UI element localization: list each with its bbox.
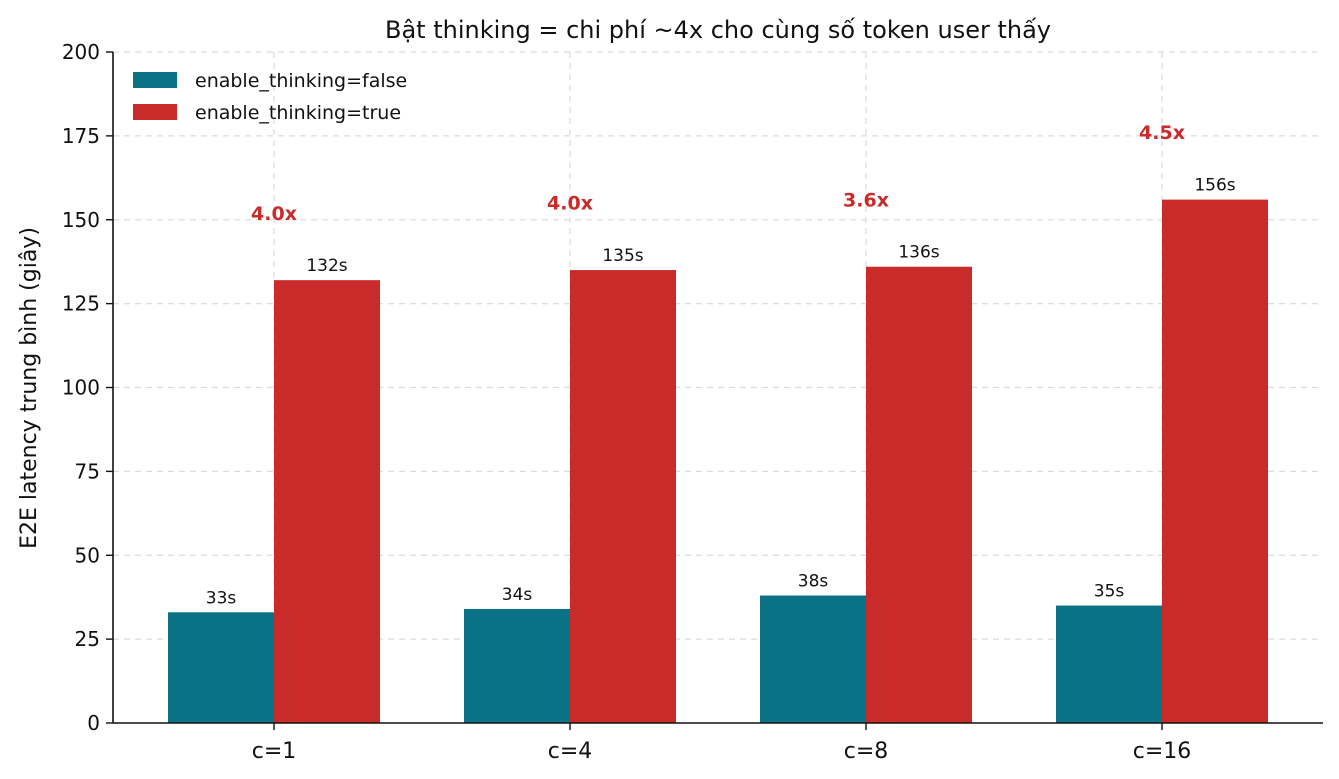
bar-value-label: 132s xyxy=(306,256,347,276)
ratio-annotation: 4.0x xyxy=(251,203,297,225)
labels: 0 25 50 75 100 125 150 175 200 33s 34s 38s 35s 132s 13… xyxy=(62,40,1236,764)
bar-value-label: 34s xyxy=(502,585,533,605)
y-tick-label: 50 xyxy=(75,543,100,567)
legend-swatch-1 xyxy=(133,104,177,120)
ratio-annotation: 3.6x xyxy=(843,189,889,211)
bar-value-label: 156s xyxy=(1194,176,1235,196)
legend-swatch-0 xyxy=(133,72,177,88)
ratio-annotation: 4.5x xyxy=(1139,122,1185,144)
bar-thinking-true-c=4 xyxy=(570,270,676,723)
bar-value-label: 33s xyxy=(206,588,237,608)
y-tick-label: 100 xyxy=(62,376,100,400)
y-tick-label: 25 xyxy=(75,627,100,651)
chart-title: Bật thinking = chi phí ~4x cho cùng số t… xyxy=(385,16,1051,44)
bar-thinking-false-c=1 xyxy=(168,612,274,723)
x-tick-label: c=1 xyxy=(252,739,297,764)
y-tick-label: 125 xyxy=(62,292,100,316)
bar-value-label: 35s xyxy=(1094,582,1125,602)
y-tick-label: 150 xyxy=(62,208,100,232)
y-tick-label: 175 xyxy=(62,124,100,148)
bar-value-label: 136s xyxy=(898,243,939,263)
ratio-annotation: 4.0x xyxy=(547,193,593,215)
bar-thinking-false-c=16 xyxy=(1056,605,1162,723)
axes xyxy=(106,51,1323,730)
y-axis-label: E2E latency trung bình (giây) xyxy=(17,227,42,549)
legend-label-1: enable_thinking=true xyxy=(195,102,401,124)
bar-thinking-true-c=16 xyxy=(1162,199,1268,723)
bar-thinking-false-c=8 xyxy=(760,595,866,723)
bar-thinking-false-c=4 xyxy=(464,608,570,723)
x-tick-label: c=16 xyxy=(1133,739,1192,764)
y-tick-label: 0 xyxy=(87,711,100,735)
bar-thinking-true-c=1 xyxy=(274,280,380,723)
y-tick-label: 200 xyxy=(62,40,100,64)
bar-value-label: 135s xyxy=(602,246,643,266)
bars xyxy=(168,199,1268,723)
legend-label-0: enable_thinking=false xyxy=(195,70,407,92)
bar-value-label: 38s xyxy=(798,572,829,592)
legend: enable_thinking=false enable_thinking=tru… xyxy=(133,70,407,124)
y-tick-label: 75 xyxy=(75,459,100,483)
bar-thinking-true-c=8 xyxy=(866,266,972,723)
x-tick-label: c=4 xyxy=(548,739,593,764)
x-tick-label: c=8 xyxy=(844,739,889,764)
